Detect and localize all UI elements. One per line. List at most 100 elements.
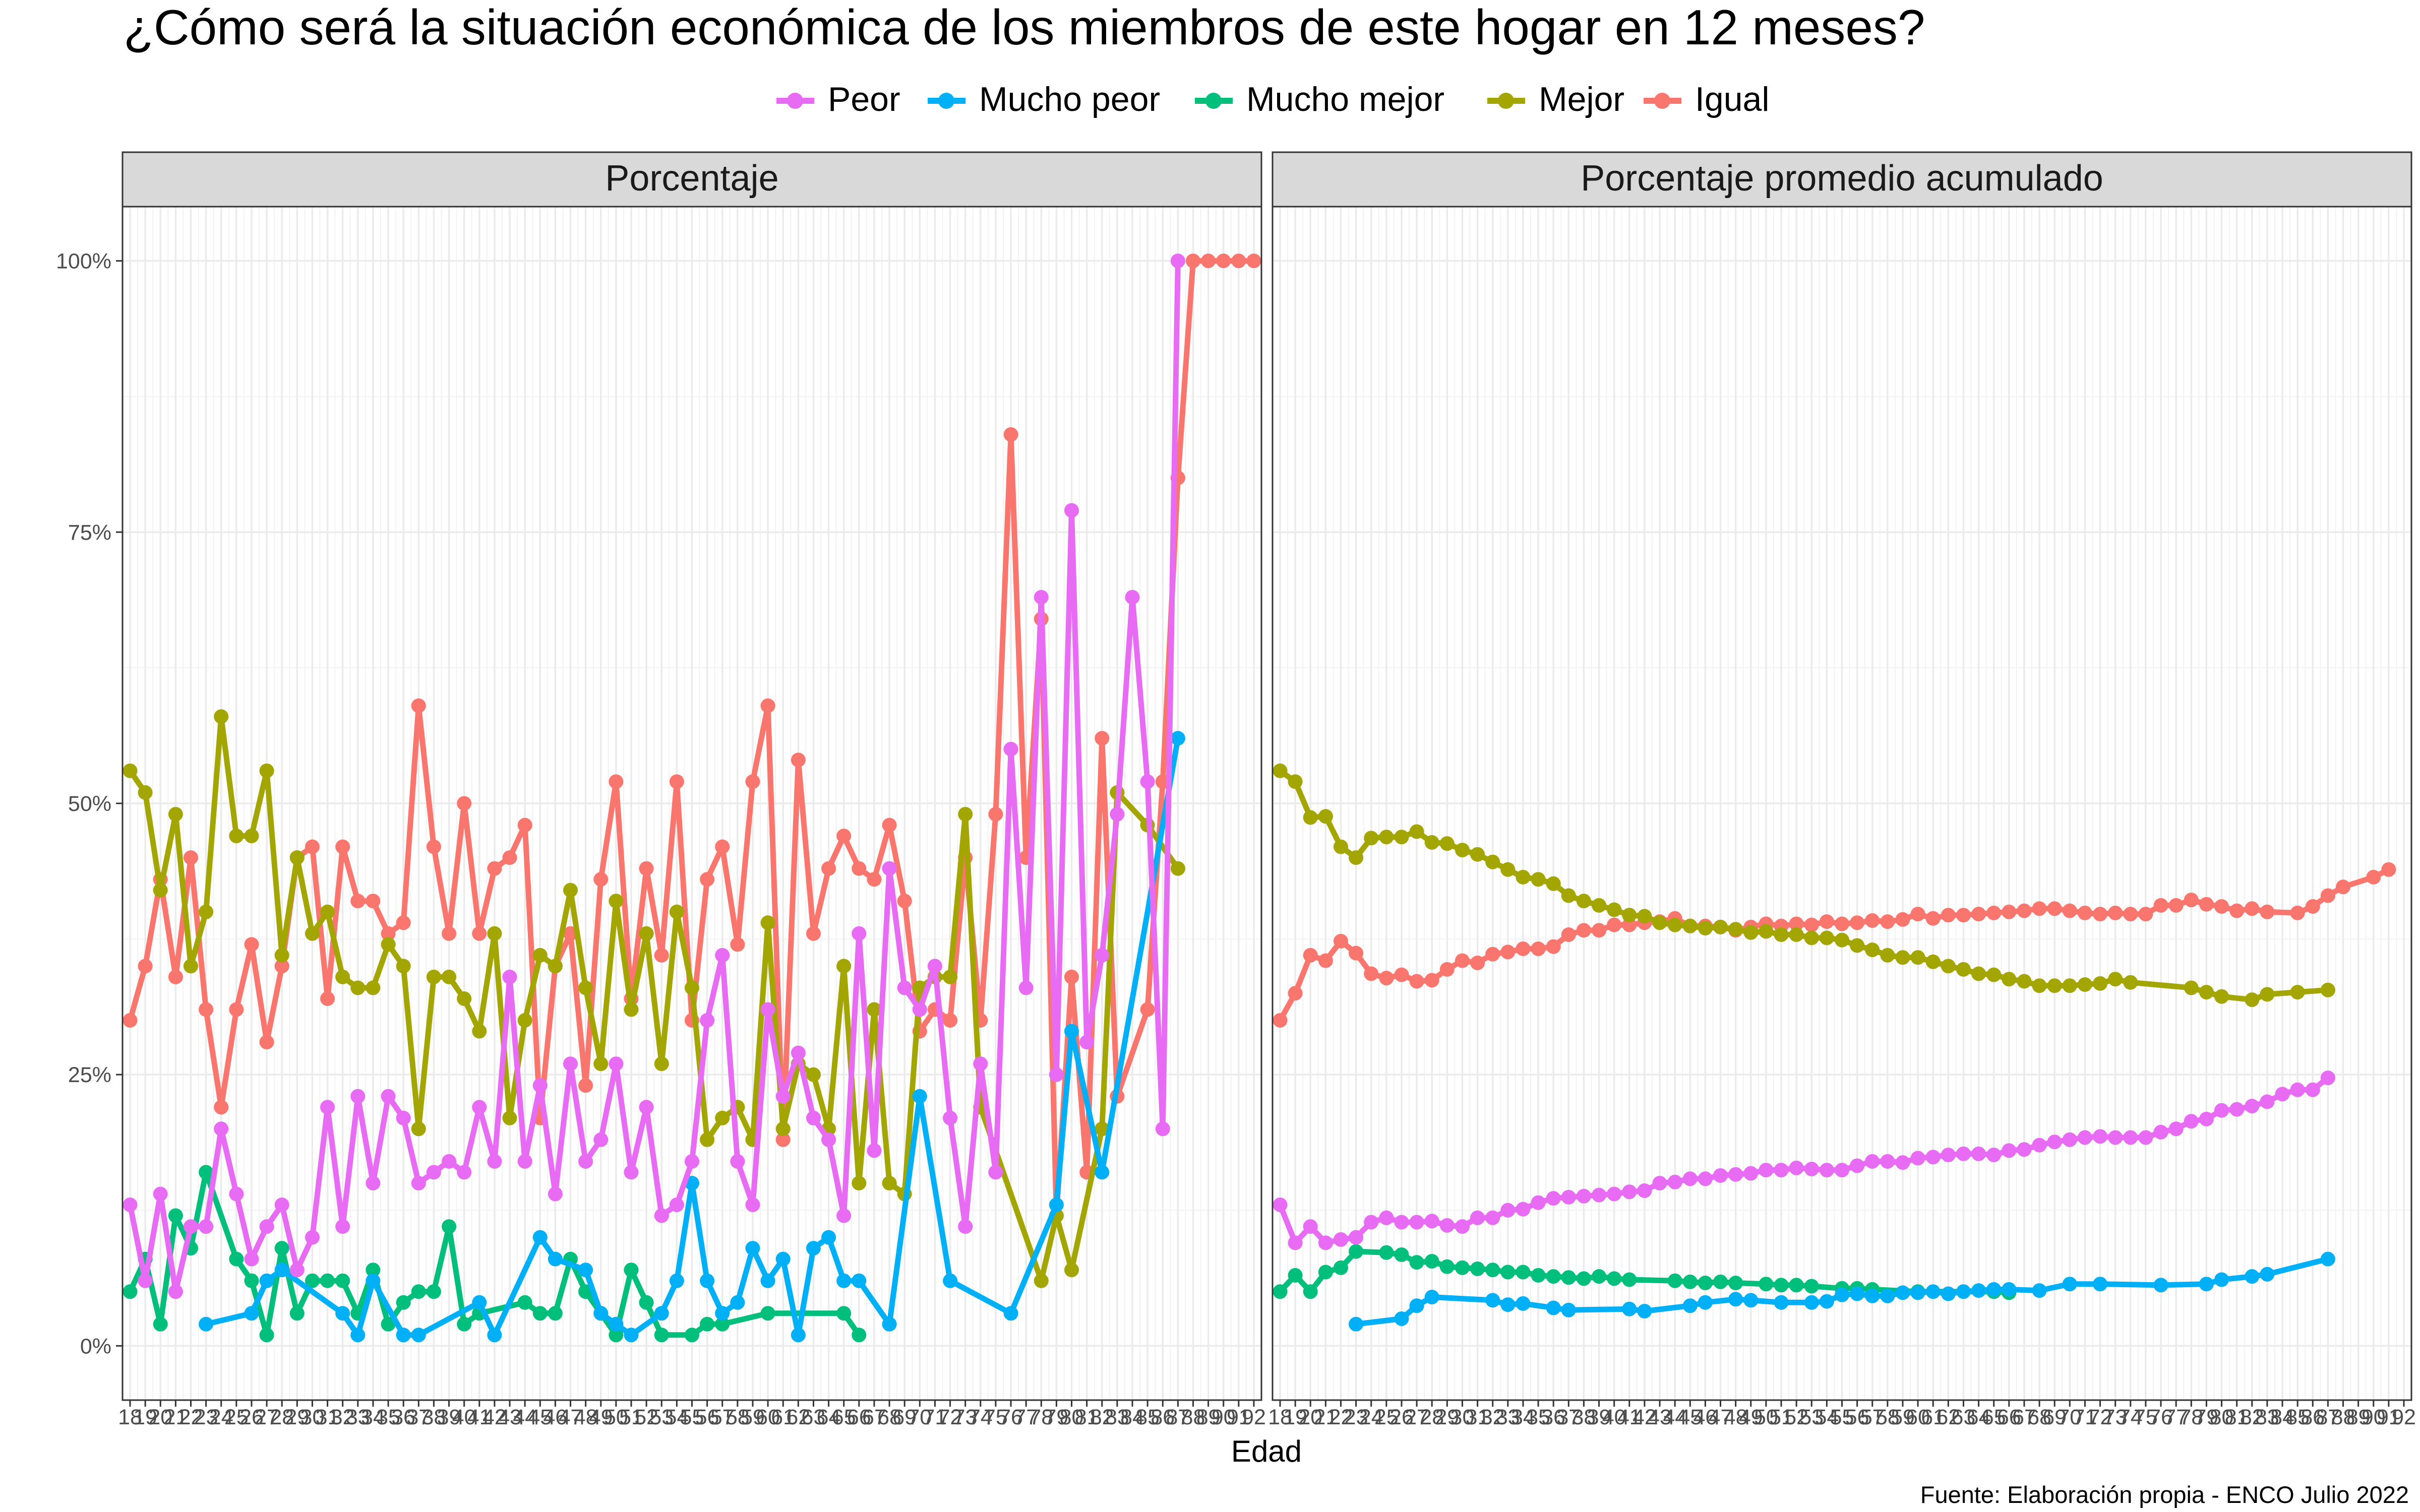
- x-tick-label: 39: [1587, 1405, 1611, 1429]
- data-point: [1334, 1260, 1348, 1275]
- data-point: [1455, 1260, 1470, 1275]
- data-point: [1003, 1306, 1018, 1321]
- data-point: [502, 850, 517, 865]
- data-point: [168, 1284, 183, 1299]
- data-point: [852, 1176, 867, 1190]
- data-point: [1667, 917, 1682, 932]
- data-point: [730, 1295, 745, 1310]
- data-point: [1546, 876, 1561, 891]
- panel-title: Porcentaje promedio acumulado: [1581, 158, 2103, 199]
- data-point: [1561, 888, 1576, 903]
- data-point: [244, 1306, 259, 1321]
- series-mucho-peor: [1349, 1251, 2335, 1332]
- data-point: [1819, 1294, 1834, 1309]
- data-point: [532, 1306, 548, 1321]
- data-point: [1231, 254, 1246, 269]
- data-point: [548, 1251, 563, 1267]
- legend-key-point: [1654, 93, 1670, 109]
- data-point: [2184, 980, 2199, 995]
- data-point: [882, 817, 897, 833]
- data-point: [1941, 1148, 1956, 1162]
- x-tick-label: 86: [1151, 1405, 1175, 1429]
- x-tick-label: 29: [1435, 1405, 1459, 1429]
- x-tick-label: 86: [2301, 1405, 2325, 1429]
- x-tick-label: 65: [832, 1405, 856, 1429]
- data-point: [1804, 1295, 1819, 1310]
- x-tick-label: 91: [2377, 1405, 2401, 1429]
- data-point: [1079, 1035, 1095, 1050]
- data-point: [1349, 1230, 1364, 1245]
- data-point: [624, 1328, 639, 1343]
- data-point: [2002, 972, 2017, 987]
- data-point: [1910, 1151, 1925, 1166]
- data-point: [442, 1219, 457, 1234]
- data-point: [700, 1013, 715, 1028]
- data-point: [457, 1316, 472, 1332]
- data-point: [609, 894, 624, 909]
- x-tick-label: 41: [467, 1405, 492, 1429]
- data-point: [2138, 1130, 2153, 1145]
- data-point: [2381, 862, 2396, 877]
- data-point: [988, 1165, 1003, 1180]
- data-point: [973, 1056, 988, 1072]
- data-point: [289, 850, 305, 865]
- data-point: [1667, 1174, 1682, 1189]
- x-tick-label: 65: [1982, 1405, 2006, 1429]
- data-point: [867, 1002, 882, 1017]
- data-point: [138, 1273, 153, 1288]
- data-point: [2245, 1269, 2260, 1284]
- data-point: [806, 1241, 821, 1256]
- data-point: [305, 1230, 320, 1245]
- x-tick-label: 38: [1572, 1405, 1596, 1429]
- data-point: [1246, 254, 1261, 269]
- data-point: [1804, 917, 1819, 932]
- x-tick-label: 76: [2149, 1405, 2173, 1429]
- data-point: [715, 1306, 730, 1321]
- series-mejor: [1273, 763, 2335, 1007]
- data-point: [2260, 904, 2275, 919]
- x-tick-label: 27: [1405, 1405, 1429, 1429]
- data-point: [1288, 986, 1303, 1001]
- data-point: [1956, 962, 1971, 977]
- x-tick-label: 77: [2164, 1405, 2188, 1429]
- data-point: [2017, 974, 2032, 989]
- data-point: [2290, 905, 2305, 920]
- data-point: [1835, 1163, 1849, 1178]
- series-mucho-mejor: [1273, 1244, 2017, 1300]
- data-point: [517, 1013, 532, 1028]
- data-point: [2032, 978, 2047, 993]
- data-point: [685, 1154, 699, 1169]
- data-point: [1273, 1013, 1288, 1028]
- data-point: [1804, 930, 1819, 946]
- legend-item-igual: Igual: [1644, 80, 1769, 118]
- data-point: [502, 969, 517, 984]
- data-point: [2032, 901, 2047, 916]
- data-point: [411, 1176, 426, 1190]
- data-point: [517, 1154, 532, 1169]
- x-tick-label: 74: [969, 1405, 993, 1429]
- data-point: [1318, 1235, 1333, 1250]
- data-point: [1774, 1278, 1789, 1293]
- data-point: [487, 926, 502, 941]
- x-tick-label: 45: [528, 1405, 552, 1429]
- data-point: [2002, 1282, 2017, 1297]
- data-point: [244, 1251, 259, 1267]
- x-tick-label: 32: [1481, 1405, 1505, 1429]
- x-tick-label: 87: [1166, 1405, 1190, 1429]
- x-tick-label: 25: [1374, 1405, 1399, 1429]
- data-point: [244, 1273, 259, 1288]
- data-point: [259, 1328, 274, 1343]
- data-point: [2153, 1124, 2168, 1140]
- data-point: [2260, 987, 2275, 1002]
- data-point: [1835, 916, 1849, 931]
- data-point: [366, 1176, 381, 1190]
- data-point: [1607, 1271, 1622, 1286]
- data-point: [1531, 1195, 1546, 1210]
- x-tick-label: 41: [1617, 1405, 1642, 1429]
- x-tick-label: 59: [741, 1405, 765, 1429]
- data-point: [1349, 1316, 1364, 1332]
- data-point: [2245, 992, 2260, 1007]
- data-point: [472, 1295, 487, 1310]
- data-point: [654, 1306, 669, 1321]
